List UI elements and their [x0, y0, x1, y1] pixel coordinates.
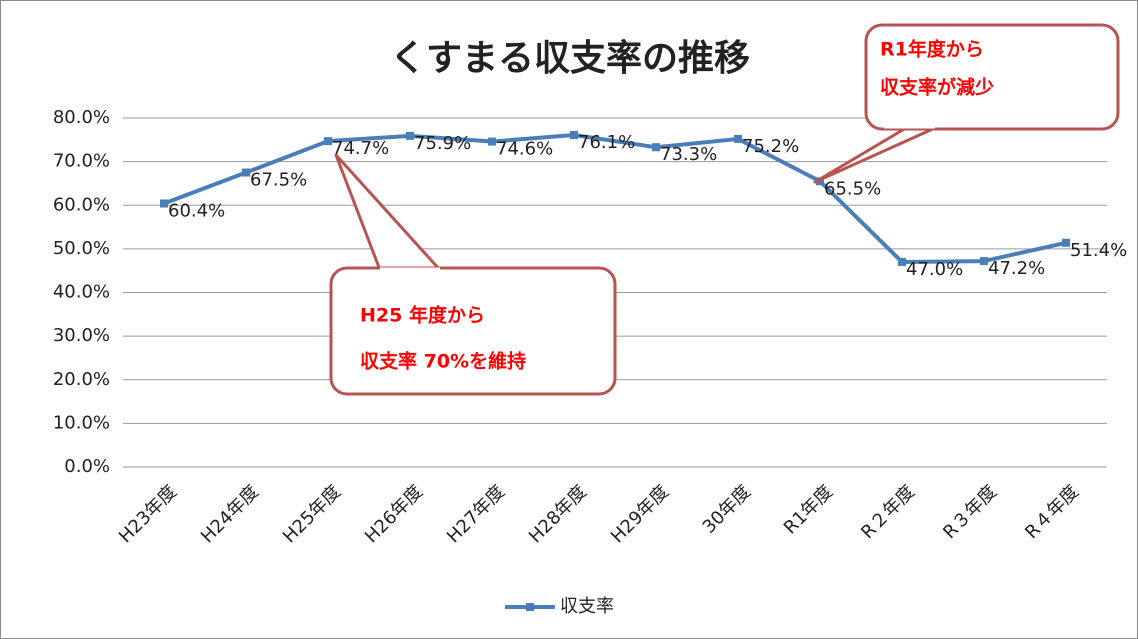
- y-tick-label: 80.0%: [53, 107, 110, 128]
- marker: [242, 168, 250, 177]
- data-label: 74.7%: [332, 138, 389, 159]
- marker: [652, 143, 660, 152]
- marker: [570, 131, 578, 140]
- marker: [734, 134, 742, 143]
- data-label: 74.6%: [496, 139, 553, 160]
- chart-title: くすまる収支率の推移: [390, 38, 750, 79]
- y-tick-label: 0.0%: [64, 456, 110, 477]
- y-tick-label: 20.0%: [53, 369, 110, 390]
- annotation-line: 収支率が減少: [880, 76, 994, 99]
- y-tick-label: 30.0%: [53, 325, 110, 346]
- data-label: 75.2%: [742, 136, 799, 157]
- marker: [1062, 238, 1070, 247]
- y-tick-label: 40.0%: [53, 282, 110, 303]
- data-label: 51.4%: [1070, 240, 1127, 261]
- marker: [980, 257, 988, 266]
- marker: [324, 137, 332, 146]
- data-label: 67.5%: [250, 170, 307, 191]
- annotation-line: H25 年度から: [360, 304, 485, 327]
- callout-box: [864, 23, 1120, 131]
- data-label: 76.1%: [578, 132, 635, 153]
- marker: [406, 131, 414, 140]
- y-tick-label: 10.0%: [53, 412, 110, 433]
- legend-label: 収支率: [560, 596, 614, 617]
- y-tick-label: 70.0%: [53, 151, 110, 172]
- y-tick-label: 50.0%: [53, 238, 110, 259]
- marker: [898, 257, 906, 266]
- data-label: 60.4%: [168, 201, 225, 222]
- data-label: 47.2%: [988, 258, 1045, 279]
- marker: [488, 137, 496, 146]
- data-label: 65.5%: [824, 178, 881, 199]
- marker: [160, 199, 168, 208]
- callout-box: [329, 266, 617, 396]
- data-label: 75.9%: [414, 133, 471, 154]
- data-label: 47.0%: [906, 259, 963, 280]
- annotation-line: R1年度から: [880, 38, 984, 61]
- y-tick-label: 60.0%: [53, 194, 110, 215]
- line: [163, 133, 1067, 264]
- legend-marker: [526, 603, 534, 611]
- data-label: 73.3%: [660, 144, 717, 165]
- annotation-line: 収支率 70%を維持: [360, 350, 526, 373]
